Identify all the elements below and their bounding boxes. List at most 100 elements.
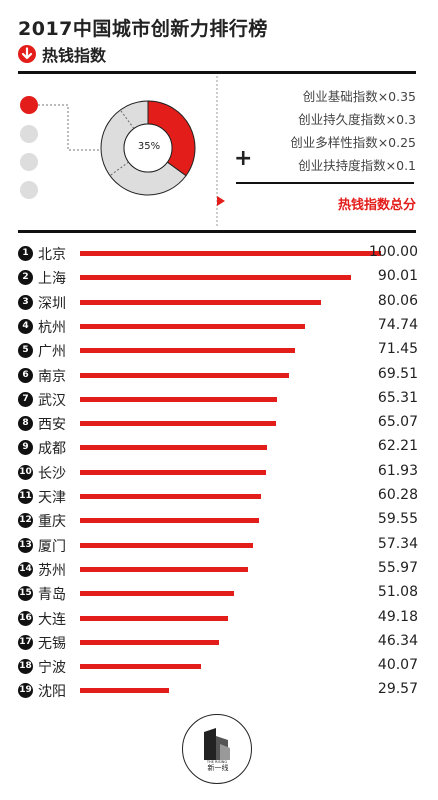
bar-row: 7 武汉 65.31 bbox=[18, 389, 418, 409]
bar-row: 5 广州 71.45 bbox=[18, 340, 418, 360]
value-label: 46.34 bbox=[377, 632, 418, 649]
arrow-down-icon bbox=[18, 45, 36, 63]
value-label: 74.74 bbox=[377, 316, 418, 333]
mid-divider bbox=[18, 230, 416, 233]
rank-badge: 15 bbox=[18, 586, 33, 602]
formula-item: 创业扶持度指数×0.1 bbox=[298, 158, 416, 173]
bar bbox=[80, 591, 234, 597]
bar bbox=[80, 688, 169, 694]
city-label: 武汉 bbox=[38, 392, 66, 409]
city-label: 无锡 bbox=[38, 635, 66, 652]
bar-row: 9 成都 62.21 bbox=[18, 437, 418, 457]
city-label: 南京 bbox=[38, 368, 66, 385]
city-label: 宁波 bbox=[38, 660, 66, 677]
value-label: 100.00 bbox=[369, 244, 418, 260]
city-label: 西安 bbox=[38, 417, 66, 434]
value-label: 65.31 bbox=[377, 389, 418, 406]
rank-badge: 10 bbox=[18, 464, 33, 480]
bar bbox=[80, 251, 381, 256]
city-label: 重庆 bbox=[38, 514, 66, 531]
logo-text: 新一线 bbox=[207, 764, 229, 772]
rank-badge: 8 bbox=[18, 416, 33, 432]
bar bbox=[80, 323, 305, 329]
bar-row: 18 宁波 40.07 bbox=[18, 656, 418, 676]
bar bbox=[80, 396, 277, 402]
bar-row: 17 无锡 46.34 bbox=[18, 632, 418, 652]
rank-badge: 14 bbox=[18, 561, 33, 577]
value-label: 69.51 bbox=[377, 365, 418, 382]
city-label: 天津 bbox=[38, 490, 66, 506]
bar-row: 11 天津 60.28 bbox=[18, 486, 418, 506]
value-label: 40.07 bbox=[377, 657, 418, 674]
value-label: 51.08 bbox=[377, 584, 418, 601]
bar bbox=[80, 372, 290, 378]
bar-row: 1 北京 100.00 bbox=[18, 243, 418, 263]
city-label: 苏州 bbox=[38, 562, 66, 579]
rank-badge: 9 bbox=[18, 440, 33, 456]
value-label: 57.34 bbox=[377, 535, 418, 552]
bar bbox=[80, 615, 229, 621]
rank-badge: 5 bbox=[18, 343, 33, 359]
bar bbox=[80, 518, 260, 524]
bar bbox=[80, 445, 268, 451]
rank-badge: 7 bbox=[18, 391, 33, 407]
city-label: 沈阳 bbox=[38, 684, 66, 701]
rank-badge: 19 bbox=[18, 683, 33, 699]
svg-text:THE RISING: THE RISING bbox=[205, 760, 226, 764]
city-label: 广州 bbox=[38, 344, 66, 361]
rank-badge: 3 bbox=[18, 294, 33, 310]
city-label: 大连 bbox=[38, 611, 66, 628]
subtitle-text: 热钱指数 bbox=[42, 46, 107, 65]
bar-row: 4 杭州 74.74 bbox=[18, 316, 418, 336]
city-label: 深圳 bbox=[38, 295, 66, 312]
rank-badge: 11 bbox=[18, 489, 33, 504]
rank-badge: 16 bbox=[18, 610, 33, 626]
legend-dot bbox=[20, 125, 38, 143]
city-label: 北京 bbox=[38, 247, 66, 263]
pointer-triangle bbox=[217, 196, 225, 206]
bar bbox=[80, 494, 262, 499]
bar-row: 6 南京 69.51 bbox=[18, 365, 418, 385]
value-label: 55.97 bbox=[377, 559, 418, 576]
bar-row: 13 厦门 57.34 bbox=[18, 535, 418, 555]
formula-item: 创业基础指数×0.35 bbox=[302, 89, 416, 104]
city-label: 厦门 bbox=[38, 538, 66, 555]
value-label: 65.07 bbox=[377, 414, 418, 431]
value-label: 29.57 bbox=[377, 681, 418, 698]
rank-badge: 2 bbox=[18, 270, 33, 286]
value-label: 49.18 bbox=[377, 608, 418, 625]
formula-item: 创业持久度指数×0.3 bbox=[298, 112, 416, 127]
legend-diagram bbox=[20, 76, 225, 226]
bar-row: 15 青岛 51.08 bbox=[18, 583, 418, 603]
the-rising-lab-logo-icon: THE RISING 新一线 bbox=[182, 714, 252, 784]
value-label: 71.45 bbox=[377, 341, 418, 358]
value-label: 59.55 bbox=[377, 511, 418, 528]
rank-badge: 17 bbox=[18, 634, 33, 650]
bar bbox=[80, 348, 296, 354]
bar-row: 2 上海 90.01 bbox=[18, 267, 418, 287]
bar-row: 8 西安 65.07 bbox=[18, 413, 418, 433]
formula-item: 创业多样性指数×0.25 bbox=[290, 135, 416, 150]
legend-dot-active bbox=[20, 96, 38, 114]
value-label: 62.21 bbox=[377, 438, 418, 455]
legend-dot bbox=[20, 181, 38, 199]
page-title: 2017中国城市创新力排行榜 bbox=[18, 18, 268, 40]
bar-row: 3 深圳 80.06 bbox=[18, 292, 418, 312]
bar bbox=[80, 299, 321, 305]
bar-row: 14 苏州 55.97 bbox=[18, 559, 418, 579]
bar-row: 19 沈阳 29.57 bbox=[18, 680, 418, 700]
city-label: 青岛 bbox=[38, 587, 66, 604]
value-label: 61.93 bbox=[377, 462, 418, 479]
rank-badge: 12 bbox=[18, 513, 33, 529]
value-label: 60.28 bbox=[377, 487, 418, 503]
city-label: 杭州 bbox=[38, 319, 66, 336]
bar bbox=[80, 542, 253, 548]
bar-row: 16 大连 49.18 bbox=[18, 608, 418, 628]
bar bbox=[80, 664, 201, 670]
rank-badge: 6 bbox=[18, 367, 33, 383]
top-divider bbox=[18, 71, 416, 74]
city-label: 成都 bbox=[38, 441, 66, 458]
total-label: 热钱指数总分 bbox=[337, 198, 416, 213]
bar-row: 12 重庆 59.55 bbox=[18, 510, 418, 530]
rank-badge: 13 bbox=[18, 537, 33, 553]
